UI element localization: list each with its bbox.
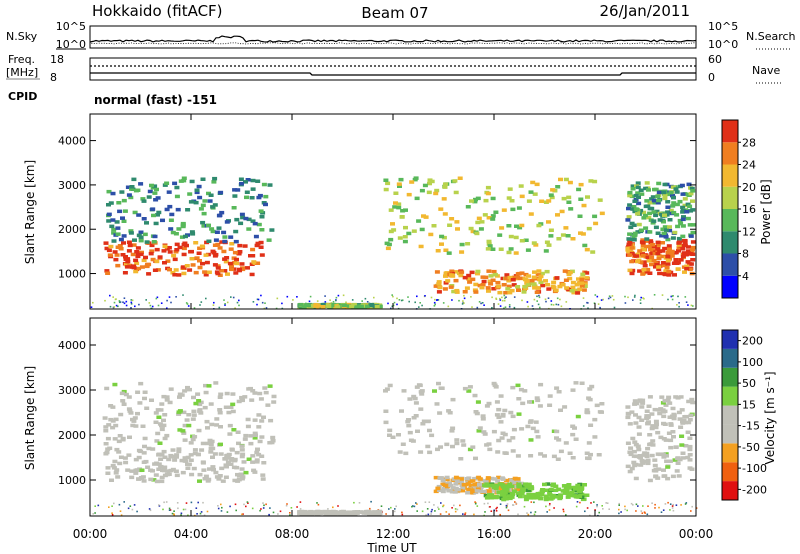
power-colorbar-tick-6: 4 [742, 270, 749, 283]
cpid-value: normal (fast) -151 [94, 93, 217, 107]
velocity-ylabel: Slant Range [km] [23, 366, 37, 470]
velocity-colorbar-segment-1 [722, 462, 738, 482]
power-colorbar-segment-0 [722, 275, 738, 298]
xtick-5: 20:00 [578, 527, 613, 541]
text-layer: Hokkaido (fitACF) Beam 07 26/Jan/2011 N.… [6, 2, 796, 554]
count-tick-top-right: 10^5 [708, 20, 738, 33]
velocity-ytick-2: 3000 [58, 384, 86, 397]
velocity-colorbar-tick-4: -15 [742, 420, 760, 433]
velocity-colorbar-segment-2 [722, 443, 738, 463]
power-colorbar-tick-3: 16 [742, 203, 756, 216]
xtick-1: 04:00 [174, 527, 209, 541]
nsky-trace [89, 35, 697, 43]
velocity-colorbar-tick-1: 100 [742, 356, 763, 369]
velocity-region-0 [103, 446, 267, 484]
velocity-colorbar-segment-3 [722, 424, 738, 444]
nave-tick-top: 60 [708, 53, 722, 66]
noise-layer [90, 114, 698, 517]
velocity-ytick-3: 4000 [58, 339, 86, 352]
power-colorbar-label: Power [dB] [759, 179, 773, 244]
power-region-6 [625, 181, 696, 242]
power-region-3 [383, 176, 605, 255]
velocity-colorbar-segment-8 [722, 330, 738, 349]
velocity-colorbar-tick-5: -50 [742, 441, 760, 454]
power-colorbar-segment-5 [722, 164, 738, 187]
velocity-colorbar-segment-7 [722, 348, 738, 368]
power-colorbar-tick-0: 28 [742, 136, 756, 149]
power-region-1 [106, 176, 275, 244]
power-colorbar-segment-2 [722, 231, 738, 254]
xtick-3: 12:00 [376, 527, 411, 541]
freq-tick-bottom: 8 [50, 71, 57, 84]
nsky-label: N.Sky [6, 30, 38, 43]
xtick-0: 00:00 [73, 527, 108, 541]
power-colorbar-tick-4: 12 [742, 225, 756, 238]
data-layer [102, 176, 696, 516]
power-ytick-0: 1000 [58, 268, 86, 281]
freq-panel-frame [89, 57, 697, 81]
power-ytick-1: 2000 [58, 223, 86, 236]
power-colorbar-tick-2: 20 [742, 181, 756, 194]
power-ylabel: Slant Range [km] [23, 160, 37, 264]
velocity-colorbar-tick-6: -100 [742, 462, 767, 475]
power-colorbar-segment-3 [722, 209, 738, 232]
count-panel-frame [89, 25, 697, 49]
nsearch-trace [89, 42, 696, 45]
velocity-colorbar-segment-6 [722, 367, 738, 387]
power-region-2 [297, 302, 383, 309]
freq-tick-top: 18 [50, 53, 64, 66]
velocity-ytick-0: 1000 [58, 474, 86, 487]
power-colorbar-segment-6 [722, 142, 738, 165]
power-colorbar-segment-7 [722, 120, 738, 143]
velocity-colorbar-tick-7: -200 [742, 483, 767, 496]
velocity-ytick-1: 2000 [58, 429, 86, 442]
nave-tick-bottom: 0 [708, 71, 715, 84]
velocity-colorbar-label: Velocity [m s⁻¹] [763, 371, 777, 464]
x-axis-label: Time UT [366, 541, 417, 554]
velocity-colorbar-tick-2: 50 [742, 377, 756, 390]
count-tick-bottom-right: 10^0 [708, 38, 738, 51]
velocity-colorbar-frame [721, 329, 739, 501]
power-colorbar-tick-5: 8 [742, 248, 749, 261]
velocity-colorbar-tick-0: 200 [742, 335, 763, 348]
velocity-region-5 [482, 482, 590, 502]
velocity-colorbar-segment-0 [722, 481, 738, 500]
xtick-4: 16:00 [477, 527, 512, 541]
nsearch-label: N.Search [746, 30, 796, 43]
freq-unit: [MHz] [6, 66, 38, 79]
freq-trace [90, 72, 696, 76]
velocity-region-2 [297, 509, 383, 516]
cpid-label: CPID [8, 90, 37, 103]
beam-title: Beam 07 [361, 4, 428, 22]
power-ytick-3: 4000 [58, 135, 86, 148]
velocity-colorbar-segment-5 [722, 386, 738, 406]
power-region-5 [625, 238, 696, 277]
xtick-2: 08:00 [275, 527, 310, 541]
date-title: 26/Jan/2011 [600, 2, 691, 20]
velocity-colorbar-segment-4 [722, 405, 738, 425]
power-colorbar-segment-1 [722, 253, 738, 276]
velocity-region-1 [102, 381, 277, 449]
power-colorbar-segment-4 [722, 186, 738, 209]
velocity-region-3 [383, 381, 605, 461]
count-tick-top-left: 10^5 [56, 20, 86, 33]
xtick-6: 00:00 [679, 527, 714, 541]
velocity-colorbar-tick-3: 15 [742, 398, 756, 411]
power-region-4 [433, 269, 590, 295]
power-region-0 [103, 240, 265, 277]
power-ytick-2: 3000 [58, 179, 86, 192]
power-colorbar-tick-1: 24 [742, 159, 756, 172]
freq-label: Freq. [8, 53, 35, 66]
count-tick-bottom-left: 10^0 [56, 38, 86, 51]
velocity-region-6 [625, 395, 696, 483]
nave-label: Nave [752, 64, 780, 77]
radar-title: Hokkaido (fitACF) [92, 2, 223, 20]
